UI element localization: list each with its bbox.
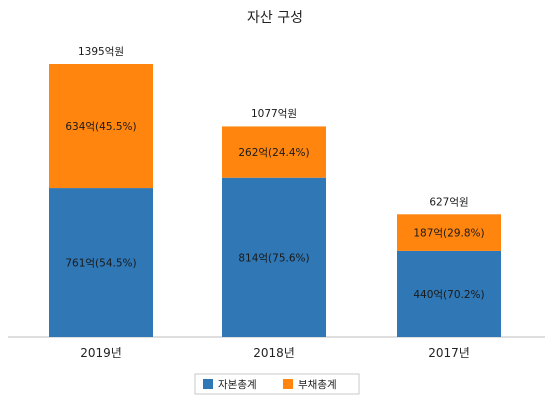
bar-liabilities-2 bbox=[397, 214, 501, 251]
bar-liabilities-0 bbox=[49, 64, 153, 189]
bar-equity-1 bbox=[222, 177, 326, 337]
data-label: 634억(45.5%) bbox=[65, 121, 136, 133]
legend-label: 부채총계 bbox=[298, 379, 337, 391]
bar-liabilities-1 bbox=[222, 126, 326, 178]
legend-swatch bbox=[283, 379, 293, 389]
x-tick-label: 2017년 bbox=[428, 346, 470, 360]
data-label: 262억(24.4%) bbox=[238, 147, 309, 159]
total-label: 627억원 bbox=[429, 196, 468, 208]
total-label: 1077억원 bbox=[251, 108, 297, 120]
data-label: 814억(75.6%) bbox=[238, 252, 309, 264]
legend-label: 자본총계 bbox=[218, 379, 257, 391]
data-label: 187억(29.8%) bbox=[413, 228, 484, 240]
chart-title: 자산 구성 bbox=[247, 10, 303, 26]
bar-equity-0 bbox=[49, 188, 153, 337]
bar-equity-2 bbox=[397, 250, 501, 337]
plot-area: 761억(54.5%) 634억(45.5%) 1395억원 2019년 814억(75… bbox=[8, 46, 545, 360]
x-tick-label: 2019년 bbox=[80, 346, 122, 360]
legend: 자본총계 부채총계 bbox=[194, 373, 360, 395]
legend-box bbox=[194, 373, 360, 395]
x-tick-label: 2018년 bbox=[253, 346, 295, 360]
data-label: 761억(54.5%) bbox=[65, 258, 136, 270]
legend-swatch bbox=[203, 379, 213, 389]
total-label: 1395억원 bbox=[78, 46, 124, 58]
data-label: 440억(70.2%) bbox=[413, 289, 484, 301]
